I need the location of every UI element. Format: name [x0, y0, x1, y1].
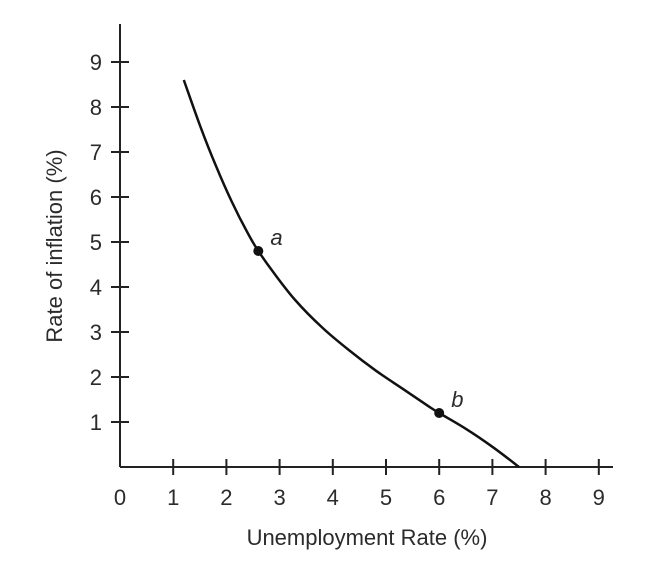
- x-axis-ticks: 0 1 2 3 4 5 6 7 8 9: [114, 459, 605, 510]
- x-tick-label: 6: [433, 485, 445, 510]
- x-tick-label: 7: [486, 485, 498, 510]
- x-tick-label: 5: [380, 485, 392, 510]
- x-tick-label: 9: [593, 485, 605, 510]
- y-tick-label: 5: [90, 230, 102, 255]
- point-b-marker: [434, 408, 445, 418]
- y-axis-label: Rate of inflation (%): [42, 149, 67, 342]
- y-tick-label: 1: [90, 410, 102, 435]
- x-tick-label: 0: [114, 485, 126, 510]
- point-a-marker: [253, 246, 264, 256]
- x-tick-label: 1: [167, 485, 179, 510]
- point-b-label: b: [451, 387, 463, 412]
- y-tick-label: 7: [90, 140, 102, 165]
- y-tick-label: 8: [90, 95, 102, 120]
- y-tick-label: 2: [90, 365, 102, 390]
- y-axis-ticks: 1 2 3 4 5 6 7 8 9: [90, 50, 129, 435]
- y-tick-label: 6: [90, 185, 102, 210]
- x-tick-label: 4: [327, 485, 339, 510]
- phillips-curve-line: [182, 79, 520, 468]
- x-axis-label: Unemployment Rate (%): [247, 525, 488, 550]
- point-a-label: a: [270, 225, 282, 250]
- y-tick-label: 9: [90, 50, 102, 75]
- x-tick-label: 3: [273, 485, 285, 510]
- y-tick-label: 3: [90, 320, 102, 345]
- x-tick-label: 8: [539, 485, 551, 510]
- data-points: ab: [253, 225, 463, 418]
- x-tick-label: 2: [220, 485, 232, 510]
- y-tick-label: 4: [90, 275, 102, 300]
